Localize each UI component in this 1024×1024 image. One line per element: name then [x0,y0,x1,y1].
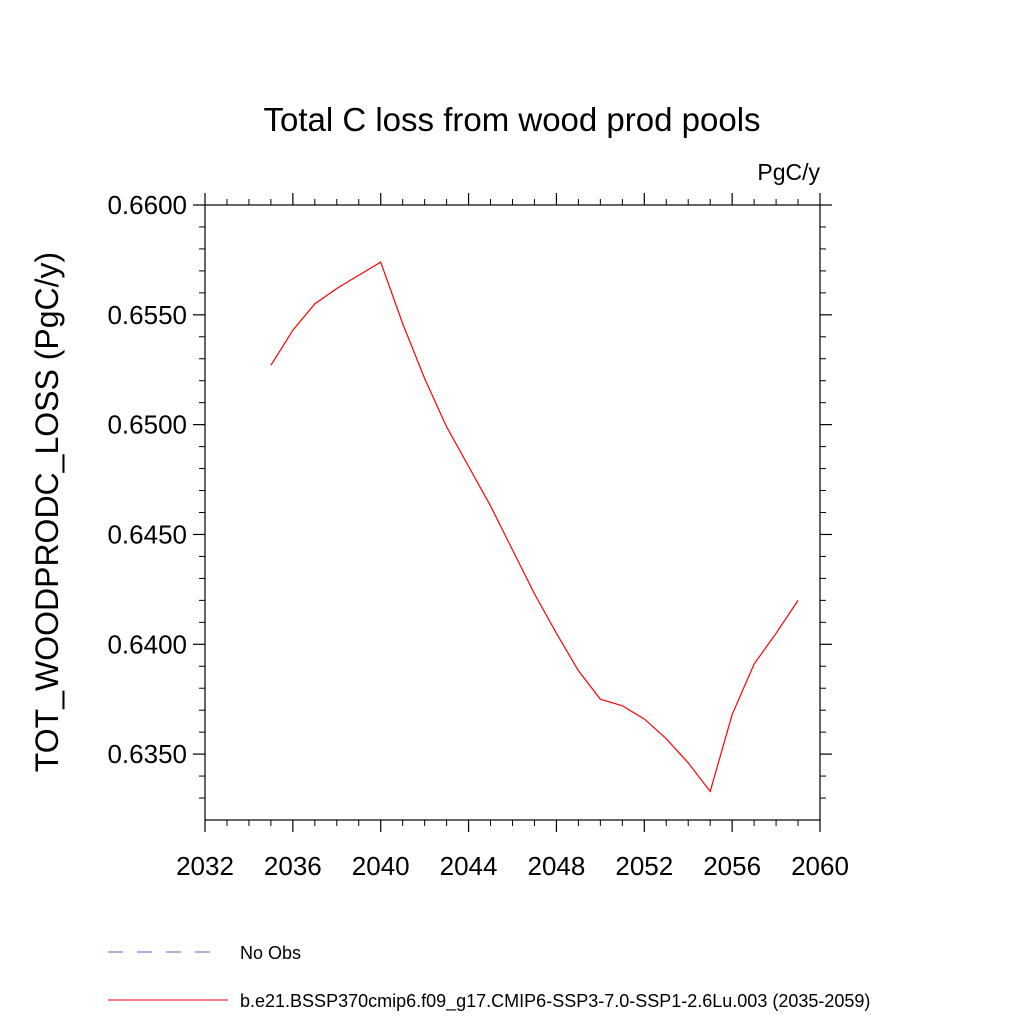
x-tick-label: 2032 [176,851,234,881]
y-tick-label: 0.6600 [107,190,187,220]
axis-ticks [193,193,832,832]
y-tick-label: 0.6550 [107,300,187,330]
y-tick-label: 0.6400 [107,629,187,659]
x-tick-labels: 2032 2036 2040 2044 2048 2052 2056 2060 [176,851,849,881]
y-tick-label: 0.6500 [107,410,187,440]
series-lines [270,261,799,793]
y-axis-label: TOT_WOODPRODC_LOSS (PgC/y) [29,252,65,772]
x-tick-label: 2044 [440,851,498,881]
units-label: PgC/y [757,159,820,185]
chart-title: Total C loss from wood prod pools [263,101,760,138]
x-tick-label: 2036 [264,851,322,881]
x-tick-label: 2048 [528,851,586,881]
y-tick-labels: 0.6350 0.6400 0.6450 0.6500 0.6550 0.6600 [107,190,187,769]
legend: No Obs b.e21.BSSP370cmip6.f09_g17.CMIP6-S… [108,943,870,1012]
x-tick-label: 2052 [615,851,673,881]
legend-label: No Obs [240,943,301,963]
x-tick-label: 2040 [352,851,410,881]
x-tick-label: 2056 [703,851,761,881]
y-tick-label: 0.6450 [107,519,187,549]
x-tick-label: 2060 [791,851,849,881]
series-line [270,261,799,793]
legend-label: b.e21.BSSP370cmip6.f09_g17.CMIP6-SSP3-7.… [240,991,870,1012]
y-tick-label: 0.6350 [107,739,187,769]
plot-frame [204,204,821,821]
